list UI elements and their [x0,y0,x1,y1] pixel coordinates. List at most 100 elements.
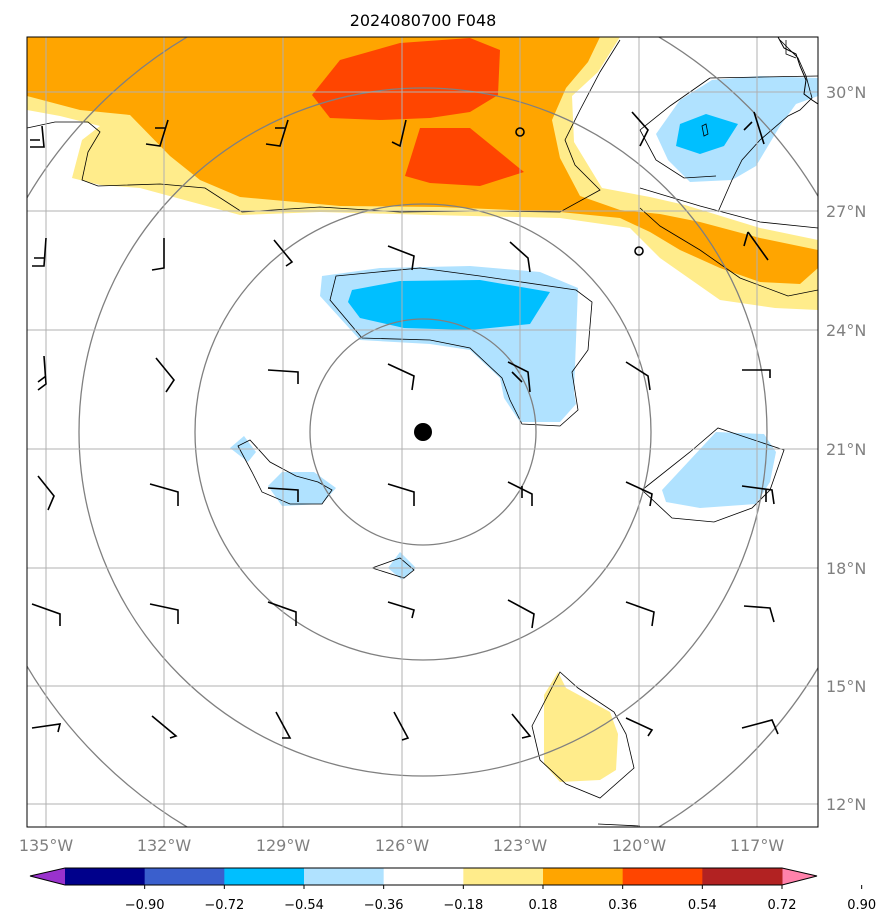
positive-field-south [544,672,618,782]
colorbar-segment [65,868,146,885]
wind-barb [625,601,655,627]
map-title: 2024080700 F048 [350,11,497,30]
negative-field-central-medium [348,280,550,330]
lon-label: 132°W [137,836,192,855]
lat-label: 18°N [826,559,866,578]
negative-field-northeast-light [656,76,818,182]
colorbar-tick-label: 0.72 [768,898,797,913]
map-frame [26,36,819,828]
colorbar-segment [304,868,385,885]
colorbar-segment [702,868,783,885]
wind-barb [509,241,531,273]
wind-barb [151,715,178,739]
colorbar-extension-min [30,868,65,885]
wind-barb [155,357,175,393]
lat-label: 30°N [826,83,866,102]
colorbar-segment [463,868,544,885]
positive-field-strong-2 [405,128,524,186]
wind-barb [625,481,653,507]
contour-line [329,267,593,427]
positive-anomaly-fields [27,37,818,782]
lon-label: 135°W [19,836,74,855]
wind-barb [743,231,769,261]
colorbar-extension-max [782,868,817,885]
wind-barb [387,601,415,619]
contour-line [785,40,797,59]
contour-line [531,671,635,799]
calm-wind-marker [634,246,644,256]
wind-barb [625,717,654,737]
negative-field-west-2 [268,472,336,506]
colorbar-segment [144,868,225,885]
wind-barb [387,483,415,506]
lat-label: 27°N [826,202,866,221]
coastline [777,37,818,105]
range-rings [27,37,818,827]
map-area [27,37,818,827]
longitude-labels: 135°W 132°W 129°W 126°W 123°W 120°W 117°… [19,836,785,855]
wind-barb [743,111,765,145]
wind-barb [631,111,649,147]
wind-barb [387,245,415,271]
colorbar-segment [622,868,703,885]
lat-label: 21°N [826,440,866,459]
wind-barb [31,723,62,733]
colorbar: −0.90 −0.72 −0.54 −0.36 −0.18 0.18 0.36 0.54 0.7… [29,867,876,913]
positive-field-strong-1 [312,38,500,120]
wind-barb [32,237,47,267]
colorbar-tick-label: 0.90 [847,898,876,913]
lat-label: 12°N [826,795,866,814]
negative-field-east [662,432,776,508]
wind-barb [507,481,533,506]
storm-center-marker [414,423,432,441]
colorbar-tick-label: −0.18 [443,898,483,913]
range-ring [194,203,652,661]
wind-barb [265,119,289,147]
colorbar-segment [224,868,305,885]
wind-barb [30,125,45,148]
wind-barb [145,119,169,147]
wind-barb [149,603,179,624]
wind-barb [267,369,299,384]
contour-line [27,39,621,213]
wind-barb [273,239,294,267]
lon-label: 126°W [375,836,430,855]
colorbar-outline [29,867,818,886]
wind-barb [387,363,415,391]
contour-line [639,187,818,229]
contour-lines [27,39,818,827]
contour-line [639,129,717,179]
lon-label: 129°W [256,836,311,855]
contour-line [701,123,709,137]
colorbar-tick-label: −0.36 [364,898,404,913]
contour-line [639,207,818,297]
wind-barb [37,475,55,511]
contour-line [370,557,415,579]
lat-label: 24°N [826,321,866,340]
wind-barb [743,605,775,623]
wind-barb [741,485,775,505]
gridlines [27,37,818,827]
wind-barb [511,713,532,739]
wind-barbs [30,111,779,741]
wind-barb [275,711,292,739]
wind-barb [741,719,779,735]
contour-line [717,39,813,213]
colorbar-segment [383,868,464,885]
colorbar-tick-label: 0.36 [608,898,637,913]
wind-barb [742,369,771,378]
contour-line [237,439,333,505]
wind-barb [507,361,531,393]
lon-label: 117°W [730,836,785,855]
lat-label: 15°N [826,677,866,696]
wind-barb [393,711,410,741]
wind-barb [625,361,651,391]
contour-line [597,823,641,827]
wind-barb [391,119,407,148]
wind-barb [149,483,179,506]
colorbar-tick-label: 0.54 [688,898,717,913]
wind-barb [151,238,165,271]
latitude-labels: 30°N 27°N 24°N 21°N 18°N 15°N 12°N [826,83,866,814]
colorbar-tick-label: 0.18 [529,898,558,913]
